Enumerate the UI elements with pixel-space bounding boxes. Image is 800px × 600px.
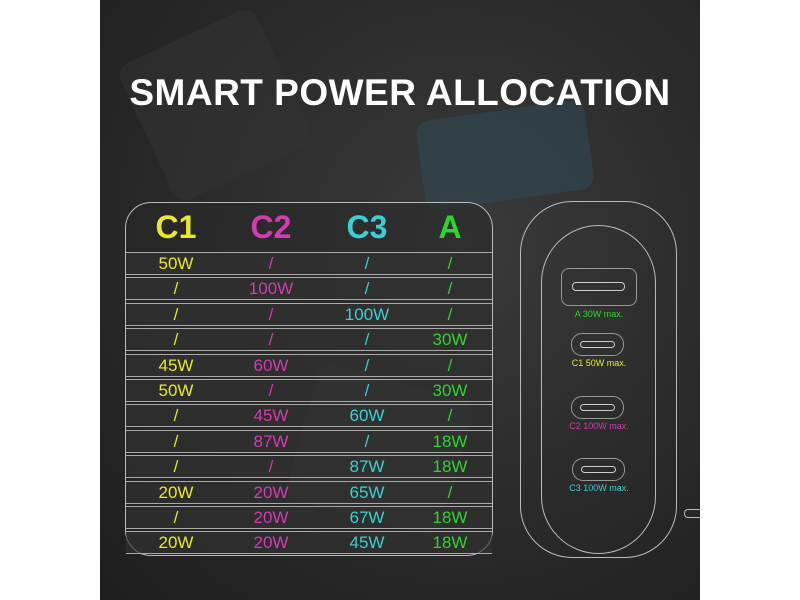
table-row: / / / 30W (126, 328, 492, 352)
cell-c1: 20W (158, 533, 194, 553)
cell-a: 18W (432, 508, 468, 527)
cell-c2: / (268, 330, 274, 350)
usb-c2-port-icon (571, 396, 624, 419)
cell-c3: / (364, 431, 370, 451)
cell-c2: 20W (253, 482, 289, 502)
header-c1: C1 (155, 209, 197, 245)
cell-c3: / (364, 279, 370, 299)
cell-c1: / (173, 457, 179, 477)
header-c2: C2 (250, 209, 292, 245)
table-row: / / 87W 18W (126, 455, 492, 479)
port-label-c1: C1 50W max. (571, 358, 627, 368)
cell-c1: 50W (158, 254, 194, 273)
cell-a: 18W (432, 533, 468, 553)
cell-c2: 87W (253, 431, 289, 451)
header-c3: C3 (346, 209, 388, 245)
cell-a: / (447, 355, 453, 375)
cell-a: 18W (432, 457, 468, 477)
product-banner: SMART POWER ALLOCATION C1 C2 C3 A 50W / / /… (100, 0, 700, 600)
cell-c2: 20W (253, 508, 289, 527)
cell-c3: 60W (349, 406, 385, 426)
cell-c3: 87W (349, 457, 385, 477)
table-row: / 100W / / (126, 277, 492, 301)
table-row: 20W 20W 65W / (126, 480, 492, 504)
cell-c3: 45W (349, 533, 385, 553)
cell-c2: / (268, 304, 274, 324)
cell-c1: / (173, 431, 179, 451)
cell-c3: 65W (349, 482, 385, 502)
cell-c1: / (173, 406, 179, 426)
usb-a-port-icon (561, 268, 637, 306)
table-row: 20W 20W 45W 18W (126, 531, 492, 555)
cell-c3: 100W (344, 304, 390, 324)
cell-c2: / (268, 457, 274, 477)
cell-c1: 45W (158, 355, 194, 375)
cell-c3: / (364, 381, 370, 400)
cell-c1: / (173, 279, 179, 299)
cell-c1: / (173, 304, 179, 324)
charger-outline (520, 201, 677, 558)
cell-c3: / (364, 355, 370, 375)
cell-c2: / (268, 254, 274, 273)
indicator-light-icon (684, 509, 700, 518)
cell-c1: 20W (158, 482, 194, 502)
page-title: SMART POWER ALLOCATION (129, 72, 671, 113)
port-label-c3: C3 100W max. (569, 483, 629, 493)
cell-c1: / (173, 508, 179, 527)
cell-c3: 67W (349, 508, 385, 527)
cell-c3: / (364, 330, 370, 350)
cell-c2: 20W (253, 533, 289, 553)
cell-a: / (447, 254, 453, 273)
cell-a: 18W (432, 431, 468, 451)
cell-c2: 100W (248, 279, 294, 299)
port-label-c2: C2 100W max. (569, 421, 629, 431)
usb-c1-port-icon (571, 333, 624, 356)
table-row: / 87W / 18W (126, 429, 492, 453)
table-row: / / 100W / (126, 302, 492, 326)
usb-c3-port-icon (572, 458, 625, 481)
cell-a: / (447, 304, 453, 324)
cell-a: 30W (432, 381, 468, 400)
cell-c2: / (268, 381, 274, 400)
cell-c1: 50W (158, 381, 194, 400)
cell-a: / (447, 482, 453, 502)
table-row: / 45W 60W / (126, 404, 492, 428)
table-row: 50W / / 30W (126, 379, 492, 402)
table-row: / 20W 67W 18W (126, 506, 492, 529)
power-allocation-table: C1 C2 C3 A 50W / / / / 100W / / / / 100W / / / / 30W 45W… (125, 202, 493, 556)
table-row: 45W 60W / / (126, 353, 492, 377)
background-console (414, 98, 596, 212)
port-label-a: A 30W max. (574, 309, 624, 319)
cell-a: / (447, 279, 453, 299)
cell-a: 30W (432, 330, 468, 350)
charger-face (541, 225, 656, 554)
cell-c2: 45W (253, 406, 289, 426)
cell-c3: / (364, 254, 370, 273)
table-row: 50W / / / (126, 252, 492, 275)
cell-c2: 60W (253, 355, 289, 375)
cell-c1: / (173, 330, 179, 350)
cell-a: / (447, 406, 453, 426)
header-a: A (438, 209, 462, 245)
